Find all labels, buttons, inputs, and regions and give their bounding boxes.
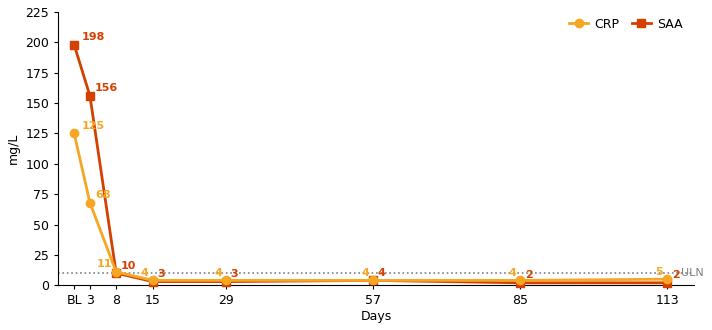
CRP — [222, 279, 231, 282]
Text: ULN: ULN — [681, 268, 703, 278]
SAA — [70, 43, 78, 47]
Y-axis label: mg/L: mg/L — [7, 133, 20, 164]
CRP — [70, 131, 78, 135]
SAA — [663, 281, 671, 285]
Text: 68: 68 — [95, 190, 111, 200]
CRP — [663, 277, 671, 281]
Text: 5: 5 — [656, 267, 664, 277]
SAA — [149, 280, 157, 283]
Text: 156: 156 — [95, 83, 118, 93]
CRP — [369, 279, 377, 282]
Text: 11: 11 — [96, 259, 112, 270]
CRP — [149, 279, 157, 282]
SAA — [516, 281, 525, 285]
Text: 4: 4 — [141, 268, 149, 278]
Text: 4: 4 — [214, 268, 222, 278]
Text: 3: 3 — [157, 269, 164, 279]
Legend: CRP, SAA: CRP, SAA — [565, 13, 688, 36]
CRP — [85, 201, 94, 205]
Text: 4: 4 — [377, 268, 385, 278]
Line: CRP: CRP — [70, 129, 671, 284]
Text: 4: 4 — [508, 268, 516, 278]
Text: 4: 4 — [362, 268, 370, 278]
Text: 2: 2 — [525, 270, 533, 280]
X-axis label: Days: Days — [360, 310, 392, 323]
Text: 198: 198 — [82, 32, 105, 42]
Line: SAA: SAA — [70, 41, 671, 287]
SAA — [85, 94, 94, 98]
CRP — [516, 279, 525, 282]
Text: 10: 10 — [120, 261, 136, 271]
Text: 3: 3 — [231, 269, 239, 279]
CRP — [112, 270, 120, 274]
SAA — [112, 271, 120, 275]
SAA — [369, 279, 377, 282]
Text: 2: 2 — [671, 270, 679, 280]
Text: 125: 125 — [82, 121, 105, 131]
SAA — [222, 280, 231, 283]
